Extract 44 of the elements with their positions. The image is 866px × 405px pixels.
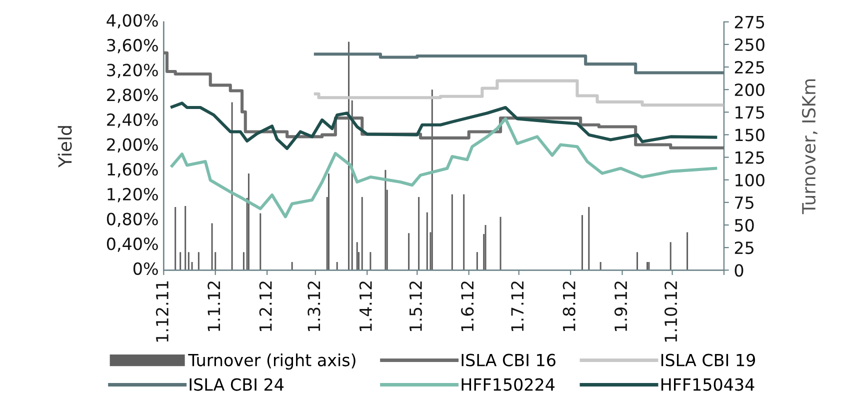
legend-label: ISLA CBI 24	[190, 378, 284, 391]
x-tick-label: 1.5.12	[409, 282, 422, 332]
legend-label: ISLA CBI 16	[462, 354, 556, 366]
y-tick-label: 2,00%	[107, 138, 158, 153]
line-series	[170, 102, 718, 150]
x-tick-label: 1.8.12	[562, 282, 576, 332]
legend-label: HFF150434	[661, 378, 754, 391]
legend-label: ISLA CBI 19	[661, 354, 756, 366]
y2-tick-label: 150	[736, 128, 764, 142]
x-tick-label: 1.1.12	[208, 282, 220, 332]
y-axis-title: Yield	[58, 126, 72, 168]
y-tick-label: 3,20%	[107, 64, 158, 78]
y-tick-label: 0,40%	[106, 238, 158, 252]
x-tick-label: 1.12.11	[156, 281, 168, 342]
y2-tick-label: 175	[736, 106, 764, 119]
y2-axis-title: Turnover, ISKm	[802, 79, 818, 214]
legend-label: Turnover (right axis)	[188, 353, 356, 370]
y2-tick-label: 250	[734, 38, 764, 52]
x-tick-label: 1.10.12	[664, 282, 678, 342]
line-series	[170, 117, 718, 218]
legend-label: HFF150224	[462, 378, 555, 391]
y2-tick-label: 75	[735, 196, 754, 209]
x-tick-label: 1.2.12	[259, 282, 272, 332]
y-tick-label: 4,00%	[106, 14, 158, 28]
x-tick-label: 1.3.12	[308, 282, 320, 332]
y-tick-label: 0,80%	[106, 212, 158, 228]
y2-tick-label: 25	[734, 242, 754, 254]
y-tick-label: 2,40%	[107, 113, 158, 128]
x-tick-label: 1.9.12	[614, 282, 628, 332]
y2-tick-label: 200	[734, 84, 764, 96]
x-tick-label: 1.6.12	[461, 282, 474, 332]
y-tick-label: 0%	[133, 262, 158, 275]
y-tick-label: 1,20%	[108, 188, 158, 202]
y2-tick-label: 100	[736, 174, 764, 186]
y2-tick-label: 50	[734, 218, 754, 232]
y2-tick-label: 275	[734, 16, 764, 28]
x-tick-label: 1.7.12	[511, 282, 524, 332]
y2-tick-label: 225	[734, 60, 764, 74]
y-tick-label: 2,80%	[107, 88, 158, 103]
x-tick-label: 1.4.12	[359, 282, 372, 332]
y2-tick-label: 0	[734, 264, 744, 277]
y2-tick-label: 125	[736, 151, 764, 164]
y-tick-label: 3,60%	[107, 38, 158, 54]
y-tick-label: 1,60%	[108, 163, 158, 178]
